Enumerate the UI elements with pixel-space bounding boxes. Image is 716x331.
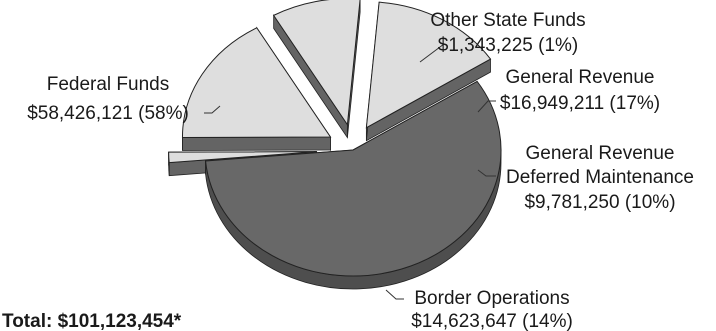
label-federal-funds-name: Federal Funds (47, 74, 170, 95)
label-deferred-maintenance-value: $9,781,250 (10%) (524, 192, 675, 213)
label-deferred-maintenance-name-line1: General Revenue (526, 143, 675, 164)
leader-general-revenue (477, 100, 496, 113)
slice-federal-funds (205, 80, 502, 277)
slice-border-operations (365, 1, 492, 129)
total-label: Total: $101,123,454* (2, 311, 182, 331)
label-general-revenue-value: $16,949,211 (17%) (500, 93, 660, 114)
label-border-operations-name: Border Operations (414, 288, 569, 309)
label-other-state-funds-name: Other State Funds (430, 10, 585, 31)
leader-deferred-maintenance (477, 169, 496, 177)
leader-other-state-funds (419, 43, 445, 63)
label-general-revenue-name: General Revenue (506, 67, 655, 88)
slice-other-state-funds (168, 151, 317, 164)
leader-border-operations (385, 289, 404, 300)
label-federal-funds-value: $58,426,121 (58%) (27, 103, 189, 124)
label-other-state-funds-value: $1,343,225 (1%) (438, 35, 579, 56)
slice-wall-general-revenue-0 (182, 136, 331, 151)
leader-federal-funds (204, 105, 221, 114)
pie-slices (168, 0, 502, 290)
slice-general-revenue-deferred-maintenance (272, 0, 361, 127)
label-border-operations-value: $14,623,647 (14%) (411, 311, 573, 331)
slice-general-revenue (181, 27, 332, 139)
label-deferred-maintenance-name-line2: Deferred Maintenance (506, 167, 694, 188)
